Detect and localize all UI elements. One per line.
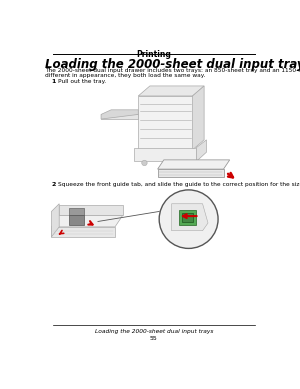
Polygon shape (138, 96, 193, 150)
Text: Printing: Printing (136, 50, 171, 59)
Text: Loading the 2000-sheet dual input trays: Loading the 2000-sheet dual input trays (45, 58, 300, 71)
Polygon shape (68, 215, 84, 224)
Text: different in appearance, they both load the same way.: different in appearance, they both load … (45, 73, 206, 78)
Polygon shape (101, 110, 138, 119)
Polygon shape (59, 205, 123, 215)
Text: 1: 1 (52, 79, 56, 84)
FancyBboxPatch shape (182, 213, 193, 222)
Polygon shape (101, 114, 138, 119)
Polygon shape (52, 204, 59, 237)
Circle shape (163, 160, 168, 166)
Text: 2: 2 (52, 182, 56, 187)
Polygon shape (52, 215, 123, 227)
Text: The 2000-sheet dual input drawer includes two trays: an 850-sheet tray and an 11: The 2000-sheet dual input drawer include… (45, 68, 300, 73)
Polygon shape (52, 227, 115, 237)
Polygon shape (172, 204, 208, 231)
Polygon shape (196, 140, 206, 161)
Text: 55: 55 (150, 336, 158, 341)
Polygon shape (134, 147, 196, 161)
Text: Pull out the tray.: Pull out the tray. (58, 79, 106, 84)
Polygon shape (158, 169, 224, 177)
Polygon shape (68, 208, 84, 215)
Circle shape (184, 160, 190, 166)
Polygon shape (138, 86, 204, 96)
FancyBboxPatch shape (179, 210, 197, 225)
Text: Loading the 2000-sheet dual input trays: Loading the 2000-sheet dual input trays (94, 328, 213, 333)
Circle shape (159, 190, 218, 249)
Text: Squeeze the front guide tab, and slide the guide to the correct position for the: Squeeze the front guide tab, and slide t… (58, 182, 300, 187)
Polygon shape (193, 86, 204, 150)
Polygon shape (158, 160, 230, 169)
Circle shape (142, 160, 147, 166)
